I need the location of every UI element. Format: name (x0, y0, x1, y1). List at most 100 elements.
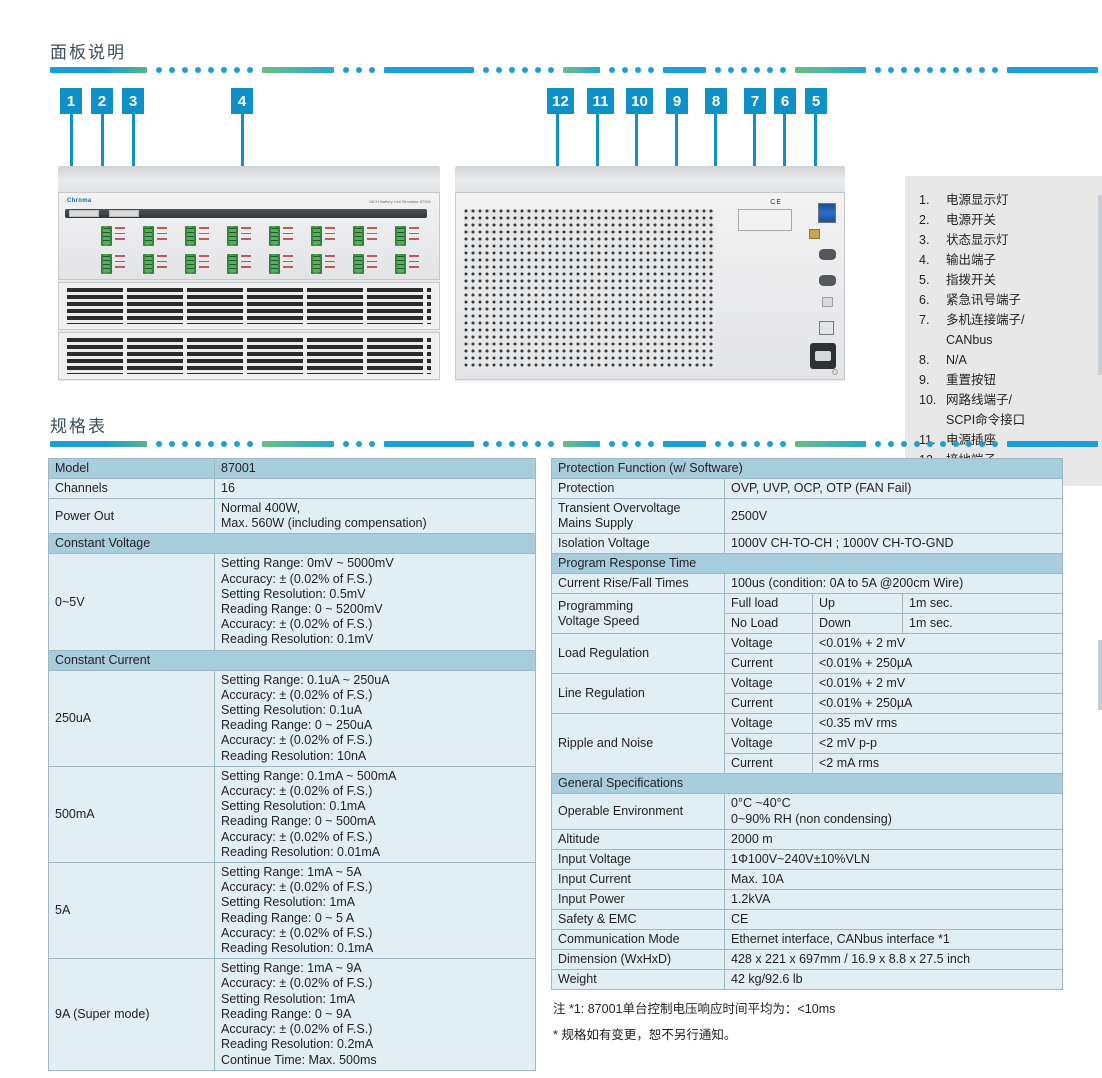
table-row: Input Voltage 1Φ100V~240V±10%VLN (551, 848, 1063, 870)
spec-label: Input Power (551, 888, 725, 910)
ethernet-port[interactable] (819, 321, 834, 335)
callout-badge-10[interactable]: 10 (626, 88, 653, 114)
output-terminal[interactable] (219, 223, 261, 249)
table-row: 5A Setting Range: 1mA ~ 5A Accuracy: ± (0… (48, 862, 536, 960)
output-terminal[interactable] (303, 251, 345, 277)
spec-section-title: General Specifications (551, 773, 1063, 795)
spec-label: Weight (551, 968, 725, 990)
spec-label: Transient Overvoltage Mains Supply (551, 497, 725, 535)
output-terminal[interactable] (219, 251, 261, 277)
callout-badge-3[interactable]: 3 (122, 88, 144, 114)
canbus-port-upper[interactable] (819, 249, 836, 260)
table-row: Input Power 1.2kVA (551, 888, 1063, 910)
legend-item-label: 状态显示灯 (946, 233, 1009, 247)
table-row: Protection OVP, UVP, OCP, OTP (FAN Fail) (551, 478, 1063, 499)
spec-subvalue: Current (724, 753, 813, 775)
spec-label: Protection (551, 478, 725, 499)
output-terminal[interactable] (303, 223, 345, 249)
callout-badge-5[interactable]: 5 (805, 88, 827, 114)
output-terminal[interactable] (387, 223, 429, 249)
spec-label: Communication Mode (551, 928, 725, 950)
canbus-port-lower[interactable] (819, 275, 836, 286)
rear-perforated-mesh (464, 209, 714, 369)
callout-badge-8[interactable]: 8 (705, 88, 727, 114)
divider-dash (663, 440, 706, 447)
spec-value: 1m sec. (902, 613, 1063, 635)
spec-subvalue: Down (812, 613, 903, 635)
legend-item-label: 紧急讯号端子 (946, 293, 1022, 307)
spec-label: 0~5V (48, 553, 215, 651)
callout-badge-1[interactable]: 1 (60, 88, 82, 114)
divider-dots (343, 66, 376, 73)
output-terminal[interactable] (135, 251, 177, 277)
ground-terminal[interactable] (832, 369, 838, 375)
callout-badge-12[interactable]: 12 (547, 88, 574, 114)
callout-badge-7[interactable]: 7 (744, 88, 766, 114)
table-row: Communication Mode Ethernet interface, CA… (551, 928, 1063, 950)
divider-dash (384, 440, 474, 447)
divider-dots (875, 440, 999, 447)
status-led-indicator (109, 210, 139, 217)
callout-badge-6[interactable]: 6 (774, 88, 796, 114)
spec-value: <0.01% + 250µA (812, 693, 1063, 715)
rear-chassis-top (455, 166, 845, 192)
emergency-signal-port[interactable] (809, 229, 820, 239)
table-row: Ripple and Noise Voltage <0.35 mV rms (551, 713, 1063, 775)
legend-item-number: 10. (919, 393, 937, 407)
legend-item-label: 指拨开关 (946, 273, 997, 287)
divider-dots (155, 66, 253, 73)
spec-value: 0°C ~40°C 0~90% RH (non condensing) (724, 793, 1063, 830)
spec-subvalue: Voltage (724, 633, 813, 655)
divider-dash (794, 66, 867, 73)
output-terminal[interactable] (177, 223, 219, 249)
callout-badge-2[interactable]: 2 (91, 88, 113, 114)
callout-badge-4[interactable]: 4 (231, 88, 253, 114)
table-row: Operable Environment 0°C ~40°C 0~90% RH (… (551, 793, 1063, 830)
divider-dash (261, 66, 335, 73)
decorative-divider-spec (50, 440, 1099, 447)
front-model-text: 16CH Battery Cell Simulator 87001 (368, 199, 431, 204)
rating-label-plate (738, 209, 792, 231)
spec-value: 1m sec. (902, 593, 1063, 615)
spec-value: 1.2kVA (724, 888, 1063, 910)
output-terminal[interactable] (135, 223, 177, 249)
output-terminal[interactable] (387, 251, 429, 277)
output-terminal[interactable] (345, 251, 387, 277)
spec-label: 5A (48, 862, 215, 960)
spec-label: Altitude (551, 828, 725, 850)
table-row: Current <0.01% + 250µA (552, 653, 1063, 675)
output-terminal[interactable] (93, 223, 135, 249)
callout-badge-11[interactable]: 11 (587, 88, 614, 114)
specification-table-right: Protection Function (w/ Software) Protec… (551, 458, 1063, 990)
leader-line-4 (241, 114, 244, 188)
legend-item-label: 多机连接端子/ CANbus (946, 313, 1025, 347)
legend-item-label: 输出端子 (946, 253, 997, 267)
divider-dots (609, 66, 655, 73)
output-terminal[interactable] (261, 223, 303, 249)
output-terminal[interactable] (93, 251, 135, 277)
rear-chassis: CE (455, 192, 845, 380)
table-row: No Load Down 1m sec. (552, 613, 1063, 635)
brand-logo: Chroma (67, 198, 92, 204)
output-terminal[interactable] (177, 251, 219, 277)
dip-switch[interactable] (818, 203, 836, 223)
output-terminal[interactable] (261, 251, 303, 277)
legend-item-label: 电源显示灯 (946, 193, 1009, 207)
output-terminal[interactable] (345, 223, 387, 249)
callout-badge-9[interactable]: 9 (666, 88, 688, 114)
spec-section-title: Program Response Time (551, 553, 1063, 575)
reset-button[interactable] (822, 297, 833, 307)
power-inlet[interactable] (810, 343, 836, 369)
divider-dash (1007, 440, 1099, 447)
divider-dots (343, 440, 376, 447)
legend-item-number: 9. (919, 373, 930, 387)
specification-table-left: Model 87001 Channels 16 Power Out Normal 40… (48, 458, 536, 1071)
spec-subvalue: No Load (724, 613, 813, 635)
spec-value: 428 x 221 x 697mm / 16.9 x 8.8 x 27.5 in… (724, 948, 1063, 970)
leader-line-5 (814, 114, 817, 178)
front-panel-image: Chroma 16CH Battery Cell Simulator 87001 (58, 166, 440, 381)
spec-value: Setting Range: 1mA ~ 9A Accuracy: ± (0.0… (214, 958, 536, 1071)
legend-list: 1. 电源显示灯 2. 电源开关 3. 状态显示灯 4. 输出端子 5. 指拨开关 6. 紧… (905, 176, 1102, 470)
spec-section-title: Constant Current (48, 649, 536, 671)
spec-value: Setting Range: 0mV ~ 5000mV Accuracy: ± … (214, 553, 536, 651)
